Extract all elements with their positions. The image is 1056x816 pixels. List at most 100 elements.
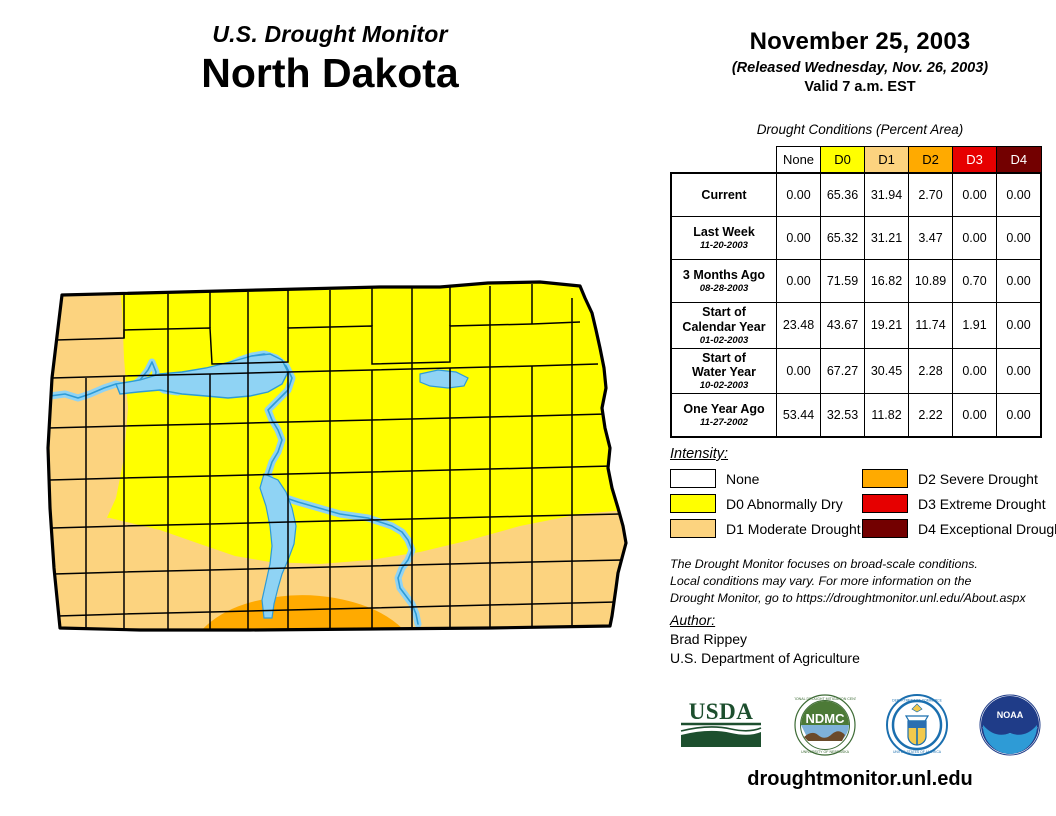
table-cell-none: 0.00 (776, 216, 821, 260)
table-corner-cell (671, 147, 777, 174)
legend-swatch (862, 469, 908, 488)
table-row-date: 11-20-2003 (700, 239, 748, 251)
table-col-header-none: None (776, 146, 821, 174)
intensity-title: Intensity: (670, 446, 729, 462)
table-row-label: Start of Calendar Year 01-02-2003 (670, 302, 777, 349)
legend-label: D3 Extreme Drought (918, 495, 1046, 512)
state-title: North Dakota (201, 50, 459, 97)
ndmc-logo: NDMC NATIONAL DROUGHT MITIGATION CENTER … (794, 694, 856, 756)
usda-logo: USDA (681, 699, 762, 747)
table-row-date: 08-28-2003 (699, 282, 749, 294)
author-name: Brad Rippey (670, 631, 748, 647)
table-cell-d1: 30.45 (864, 347, 909, 395)
table-cell-d4: 0.00 (996, 172, 1042, 217)
table-row: One Year Ago 11-27-2002 53.44 32.53 11.82 2.2… (670, 393, 1042, 439)
table-cell-none: 0.00 (776, 347, 821, 395)
table-cell-d3: 1.91 (952, 302, 997, 349)
table-col-header-d4: D4 (996, 146, 1042, 174)
table-cell-none: 23.48 (776, 302, 821, 349)
table-cell-d0: 67.27 (820, 347, 865, 395)
table-cell-d2: 2.22 (908, 393, 953, 439)
table-col-header-d0: D0 (820, 146, 865, 174)
table-col-header-d3: D3 (952, 146, 997, 174)
table-row-label: One Year Ago 11-27-2002 (670, 393, 777, 439)
table-col-header-d1: D1 (864, 146, 909, 174)
table-row-date: 01-02-2003 (699, 334, 749, 346)
drought-conditions-table: None D0 D1 D2 D3 D4 Current 0.00 65.36 31.94 2.70… (670, 146, 1042, 439)
legend-label: D2 Severe Drought (918, 470, 1038, 487)
table-row: Start of Calendar Year 01-02-2003 23.48 43.6… (670, 302, 1042, 349)
table-cell-d3: 0.00 (952, 172, 997, 217)
table-cell-none: 0.00 (776, 172, 821, 217)
legend-swatch (670, 494, 716, 513)
disclaimer-line-2: Local conditions may vary. For more info… (670, 573, 972, 588)
legend-item: None (670, 469, 862, 488)
table-row-label: Last Week 11-20-2003 (670, 216, 777, 260)
svg-text:USDA: USDA (689, 699, 754, 724)
table-cell-d1: 31.94 (864, 172, 909, 217)
table-cell-d0: 32.53 (820, 393, 865, 439)
missouri-river-outline (49, 353, 419, 625)
table-header-row: None D0 D1 D2 D3 D4 (671, 146, 1042, 174)
table-cell-d3: 0.00 (952, 216, 997, 260)
county-boundaries (48, 284, 623, 630)
map-water-features (48, 350, 469, 628)
table-cell-none: 53.44 (776, 393, 821, 439)
intensity-legend: Intensity: None D2 Severe Drought D0 Abnor… (670, 446, 1056, 538)
table-cell-d3: 0.00 (952, 393, 997, 439)
legend-grid: None D2 Severe Drought D0 Abnormally Dry D3… (670, 469, 1056, 538)
disclaimer-line-3: Drought Monitor, go to https://droughtmo… (670, 590, 1026, 605)
table-row: 3 Months Ago 08-28-2003 0.00 71.59 16.82 10.8… (670, 259, 1042, 303)
table-cell-d0: 65.32 (820, 216, 865, 260)
valid-line: Valid 7 a.m. EST (804, 79, 916, 95)
map-svg (46, 280, 628, 632)
table-row: Start of Water Year 10-02-2003 0.00 67.27 30.… (670, 347, 1042, 395)
north-dakota-drought-map (20, 268, 650, 668)
lake-sakakawea (115, 353, 289, 399)
table-caption: Drought Conditions (Percent Area) (756, 122, 964, 137)
table-cell-d2: 3.47 (908, 216, 953, 260)
table-cell-d1: 16.82 (864, 259, 909, 303)
table-cell-d2: 10.89 (908, 259, 953, 303)
table-cell-d4: 0.00 (996, 216, 1042, 260)
disclaimer-text: The Drought Monitor focuses on broad-sca… (670, 556, 1056, 607)
report-header: November 25, 2003 (Released Wednesday, N… (664, 28, 1056, 95)
table-row-label: Current (670, 172, 777, 217)
legend-item: D2 Severe Drought (862, 469, 1054, 488)
released-line: (Released Wednesday, Nov. 26, 2003) (731, 60, 989, 76)
devils-lake (419, 369, 469, 389)
svg-text:DEPARTMENT OF COMMERCE: DEPARTMENT OF COMMERCE (892, 699, 942, 703)
table-cell-d2: 2.70 (908, 172, 953, 217)
legend-swatch (670, 519, 716, 538)
legend-item: D1 Moderate Drought (670, 519, 862, 538)
table-col-header-d2: D2 (908, 146, 953, 174)
table-row-label: Start of Water Year 10-02-2003 (670, 347, 777, 395)
table-row-label: 3 Months Ago 08-28-2003 (670, 259, 777, 303)
table-cell-d4: 0.00 (996, 347, 1042, 395)
table-cell-d1: 31.21 (864, 216, 909, 260)
logo-row: USDA NDMC NATIONAL DROUGHT MITIGATION CE… (664, 694, 1056, 756)
release-date: November 25, 2003 (749, 28, 971, 55)
region-d1-west (48, 282, 128, 568)
legend-item: D0 Abnormally Dry (670, 494, 862, 513)
legend-swatch (862, 494, 908, 513)
table-cell-none: 0.00 (776, 259, 821, 303)
title-block: U.S. Drought Monitor North Dakota (0, 21, 660, 97)
legend-item: D3 Extreme Drought (862, 494, 1054, 513)
svg-text:NDMC: NDMC (805, 711, 845, 726)
noaa-logo: NOAA (979, 694, 1041, 756)
table-row-date: 11-27-2002 (700, 417, 748, 429)
region-d2-south-central (180, 595, 424, 630)
legend-item: D4 Exceptional Drought (862, 519, 1056, 538)
svg-text:UNIVERSITY OF NEBRASKA: UNIVERSITY OF NEBRASKA (801, 750, 850, 754)
table-cell-d0: 43.67 (820, 302, 865, 349)
legend-swatch (862, 519, 908, 538)
state-outline (46, 280, 628, 632)
svg-text:UNITED STATES OF AMERICA: UNITED STATES OF AMERICA (893, 750, 942, 754)
table-cell-d4: 0.00 (996, 302, 1042, 349)
table-cell-d0: 65.36 (820, 172, 865, 217)
table-cell-d4: 0.00 (996, 393, 1042, 439)
table-row-date: 10-02-2003 (699, 380, 749, 392)
usdc-logo: DEPARTMENT OF COMMERCE UNITED STATES OF … (886, 694, 949, 756)
table-cell-d3: 0.70 (952, 259, 997, 303)
